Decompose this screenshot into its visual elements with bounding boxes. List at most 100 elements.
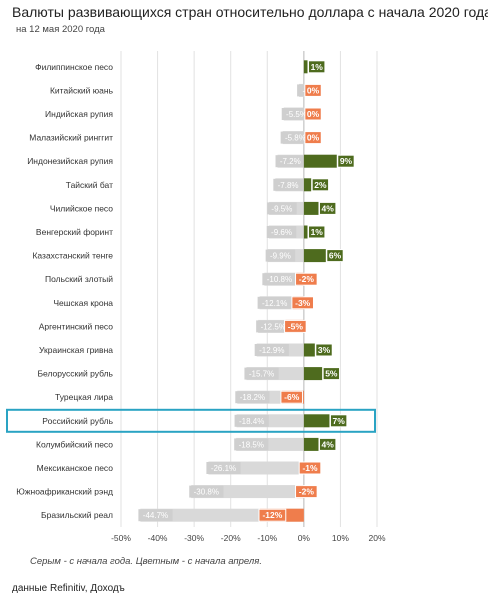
category-label: Колумбийский песо: [36, 439, 113, 449]
since-april-data-label: 9%: [340, 156, 353, 166]
ytd-label-box: [206, 462, 241, 474]
category-label: Бразильский реал: [41, 510, 113, 520]
gridlines: [120, 51, 378, 527]
category-label: Малазийский ринггит: [29, 133, 113, 143]
since-april-label-box: [318, 437, 337, 451]
ytd-label-box: [262, 273, 297, 286]
since-april-data-label: -2%: [299, 274, 315, 284]
x-tick-label: 0%: [298, 533, 311, 543]
category-label: Белорусский рубль: [37, 369, 113, 379]
since-april-label-box: [304, 131, 322, 145]
ytd-label-box: [265, 249, 296, 262]
since-april-bar: [303, 60, 308, 74]
category-label: Российский рубль: [42, 416, 113, 426]
since-april-data-label: 1%: [311, 227, 324, 237]
x-tick-label: -50%: [111, 533, 131, 543]
since-april-data-label: 4%: [322, 439, 335, 449]
category-label: Аргентинский песо: [39, 321, 114, 331]
chart-note: Серым - с начала года. Цветным - с начал…: [30, 556, 262, 567]
since-april-data-label: 7%: [333, 416, 346, 426]
category-label: Китайский юань: [50, 85, 114, 95]
ytd-bars: -1.-5.5%-5.8%-7.2%-7.8%-9.5%-9.6%-9.9%-1…: [138, 83, 318, 522]
category-label: Тайский бат: [66, 180, 113, 190]
since-april-data-label: -5%: [288, 321, 304, 331]
since-april-bar: [303, 225, 308, 239]
since-april-data-label: -6%: [284, 392, 300, 402]
since-april-bar: [303, 201, 319, 215]
x-tick-label: -10%: [257, 533, 277, 543]
since-april-label-box: [258, 508, 287, 522]
since-april-bar: [303, 178, 312, 192]
since-april-label-box: [298, 461, 322, 475]
ytd-label-box: [234, 438, 269, 451]
x-tick-labels: -50% -40% -30% -20% -10% 0% 10% 20%: [111, 533, 386, 543]
since-april-label-box: [337, 154, 355, 168]
chart-source: данные Refinitiv, Доходъ: [12, 583, 125, 594]
since-april-data-label: -3%: [295, 298, 311, 308]
since-april-label-box: [318, 201, 337, 215]
category-label: Венгерский форинт: [36, 227, 113, 237]
since-april-data-label: -1%: [302, 463, 318, 473]
category-label: Филиппинское песо: [35, 62, 113, 72]
category-label: Польский злотый: [45, 274, 113, 284]
category-label: Индийская рупия: [45, 109, 113, 119]
ytd-label-box: [275, 155, 306, 168]
since-april-label-box: [280, 390, 304, 404]
since-april-label-box: [308, 60, 326, 74]
since-april-bar: [303, 437, 319, 451]
ytd-data-label: -5.5%: [286, 110, 307, 119]
ytd-data-label: -15.7%: [249, 370, 274, 379]
ytd-label-box: [138, 509, 173, 522]
ytd-data-label: -9.6%: [271, 228, 292, 237]
ytd-label-box: [254, 344, 289, 356]
ytd-data-label: -10.8%: [267, 275, 292, 284]
since-april-bar: [303, 367, 323, 381]
ytd-data-label: -9.5%: [271, 204, 292, 213]
since-april-bar: [303, 343, 315, 357]
category-labels: Филиппинское песо Китайский юань Индийская…: [16, 62, 113, 520]
ytd-data-label: -12.9%: [259, 346, 284, 355]
category-label: Индонезийская рупия: [27, 156, 113, 166]
ytd-label-box: [234, 414, 269, 427]
ytd-data-label: -26.1%: [211, 464, 236, 473]
since-april-data-label: 0%: [307, 109, 320, 119]
since-april-label-box: [295, 272, 318, 286]
since-april-label-box: [326, 249, 344, 263]
since-april-data-label: 4%: [322, 203, 335, 213]
ytd-data-label: -30.8%: [194, 488, 219, 497]
since-april-bar: [303, 249, 326, 263]
x-tick-label: -20%: [221, 533, 241, 543]
x-tick-label: -30%: [184, 533, 204, 543]
since-april-bar: [303, 414, 330, 428]
since-april-label-box: [284, 319, 307, 333]
ytd-data-label: -18.5%: [239, 440, 264, 449]
category-label: Турецкая лира: [55, 392, 113, 402]
ytd-label-box: [281, 108, 312, 120]
since-april-data-label: -12%: [262, 510, 282, 520]
since-april-label-box: [291, 296, 314, 310]
since-april-data-label: -2%: [299, 487, 315, 497]
since-april-label-box: [329, 414, 348, 428]
since-april-label-box: [308, 225, 326, 239]
since-april-label-box: [304, 83, 322, 97]
ytd-data-label: -44.7%: [143, 511, 168, 520]
since-april-data-label: 3%: [318, 345, 331, 355]
ytd-data-label: -12.5%: [261, 322, 286, 331]
since-april-data-label: 1%: [311, 62, 324, 72]
category-label: Чешская крона: [53, 298, 113, 308]
chart-title: Валюты развивающихся стран относительно …: [12, 4, 488, 20]
ytd-label-box: [235, 391, 270, 404]
category-label: Украинская гривна: [39, 345, 113, 355]
x-tick-label: 20%: [368, 533, 385, 543]
ytd-data-label: -12.1%: [262, 299, 287, 308]
category-label: Чилийское песо: [50, 203, 113, 213]
since-april-data-label: 0%: [307, 85, 320, 95]
ytd-data-label: -5.8%: [285, 134, 306, 143]
since-april-bars: 1% 0% 0% 0% 9% 2% 4% 1% 6% -2% -3% -5% 3% 5% -6% 7% 4% -1…: [258, 60, 355, 522]
ytd-label-box: [189, 485, 224, 498]
ytd-label-box: [267, 202, 297, 215]
ytd-data-label: -18.4%: [239, 417, 264, 426]
ytd-label-box: [273, 178, 303, 191]
chart-subtitle: на 12 мая 2020 года: [16, 24, 105, 35]
